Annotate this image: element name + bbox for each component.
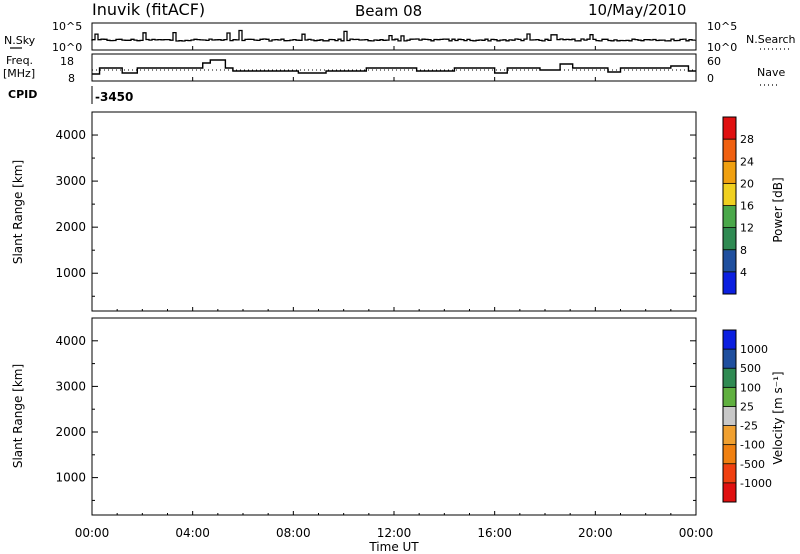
noise-sky-line [91,29,696,42]
power-yticks: 4000 3000 2000 1000 [55,128,696,297]
noise-panel-frame [91,22,697,51]
freq-left-tick-bottom: 8 [68,72,75,85]
noise-right-tick-bottom: 10^0 [707,41,737,54]
colorbar-tick-label: 28 [740,133,754,146]
freq-left-tick-top: 18 [60,55,74,68]
power-colorbar-ticks: 28 24 20 16 12 8 4 [723,133,754,279]
power-colorbar [723,117,736,295]
colorbar-segment [723,161,736,184]
range-tick-label: 1000 [55,266,86,280]
colorbar-segment [723,117,736,140]
range-tick-label: 2000 [55,220,86,234]
colorbar-segment [723,183,736,206]
colorbar-tick-label: 24 [740,155,754,168]
noise-left-tick-bottom: 10^0 [52,41,82,54]
colorbar-tick-label: 12 [740,222,754,235]
noise-sky-label: N.Sky [4,34,36,47]
power-ylabel: Slant Range [km] [11,160,25,264]
cpid-label: CPID [8,88,37,101]
freq-right-tick-top: 60 [707,55,721,68]
noise-right-tick-top: 10^5 [707,20,737,33]
freq-right-tick-bottom: 0 [707,72,714,85]
colorbar-tick-label: 20 [740,177,754,190]
cpid-value: -3450 [95,90,133,104]
colorbar-tick-label: 8 [740,244,747,257]
power-colorbar-label: Power [dB] [771,177,785,242]
freq-label-line1: Freq. [6,54,33,67]
colorbar-tick-label: 4 [740,266,747,279]
colorbar-segment [723,227,736,251]
freq-step-line [92,59,696,75]
station-title: Inuvik (fitACF) [92,0,205,19]
date-title: 10/May/2010 [588,1,686,19]
colorbar-tick-label: 16 [740,200,754,213]
range-tick-label: 3000 [55,174,86,188]
colorbar-segment [723,139,736,162]
power-panel-frame [91,111,697,312]
range-tick-label: 4000 [55,128,86,142]
noise-left-tick-top: 10^5 [52,20,82,33]
colorbar-segment [723,271,736,295]
nave-label: Nave [757,66,785,79]
noise-search-label: N.Search [746,33,796,46]
freq-label-line2: [MHz] [3,67,35,80]
velocity-panel-frame [91,317,697,516]
colorbar-segment [723,249,736,273]
colorbar-segment [723,205,736,229]
beam-title: Beam 08 [355,2,422,20]
